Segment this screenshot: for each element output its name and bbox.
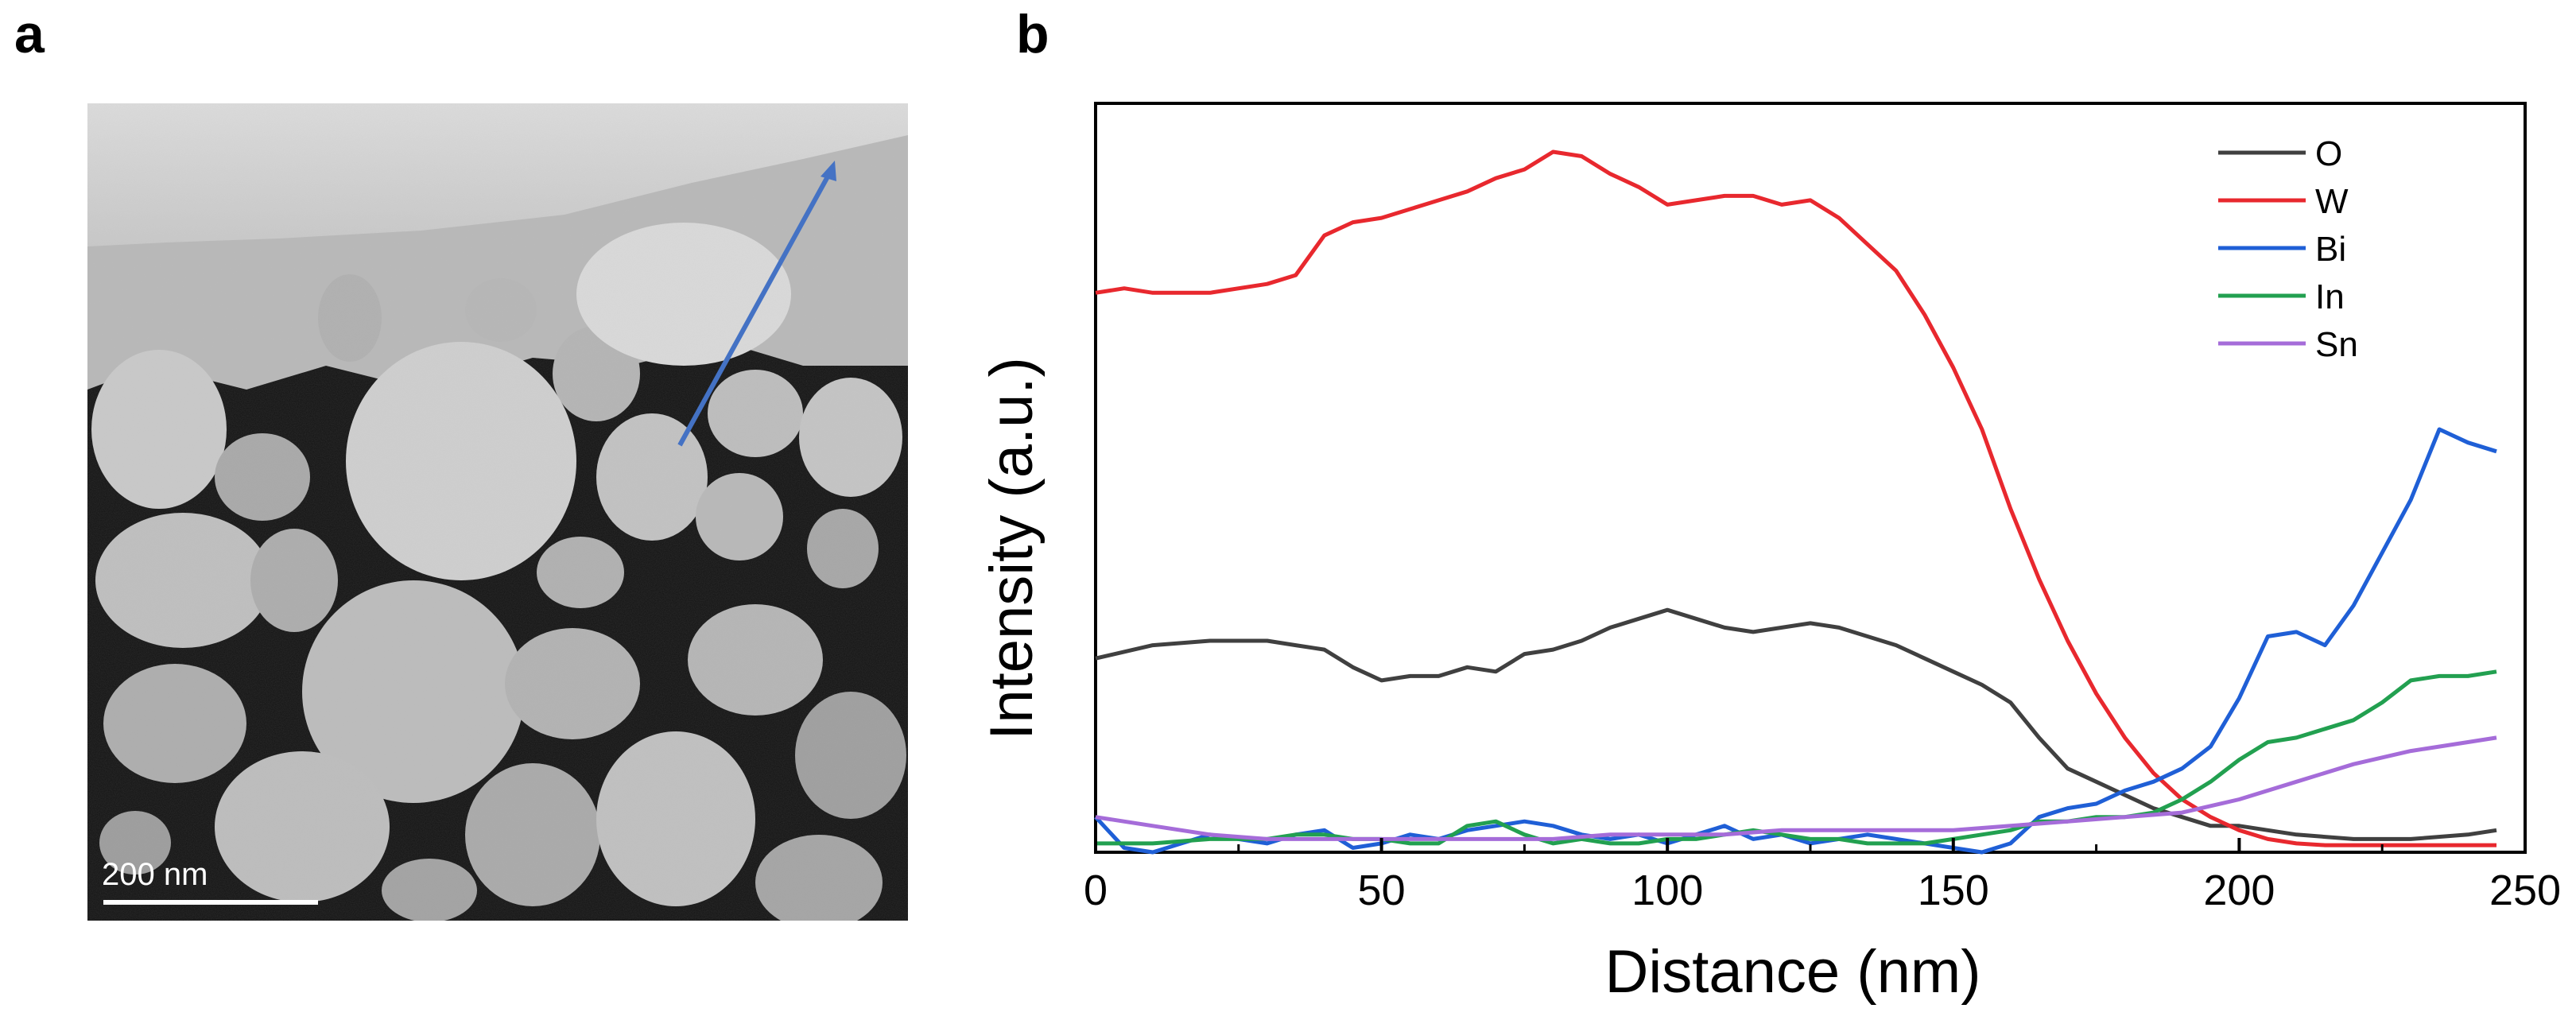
scale-bar [103, 900, 318, 905]
x-tick-label: 100 [1631, 867, 1703, 914]
legend-label-in: In [2315, 277, 2345, 316]
legend-label-w: W [2315, 182, 2349, 221]
series-line-sn [1095, 735, 2497, 841]
legend-label-sn: Sn [2315, 325, 2358, 364]
series-line-bi [1094, 427, 2497, 855]
plot-frame [1094, 102, 2527, 854]
linescan-arrowhead [821, 161, 836, 181]
x-tick-label: 50 [1358, 867, 1406, 914]
stem-micrograph [87, 103, 908, 921]
micrograph-image [87, 103, 908, 921]
series-line-w [1095, 149, 2496, 847]
panel-label-a: a [14, 4, 45, 64]
legend-label-bi: Bi [2315, 230, 2346, 269]
x-tick-label: 0 [1084, 867, 1108, 914]
x-axis-title: Distance (nm) [1605, 938, 1981, 1006]
legend-label-o: O [2315, 134, 2342, 173]
series-line-in [1096, 669, 2497, 846]
x-tick-label: 200 [2203, 867, 2275, 914]
linescan-arrow [677, 169, 833, 447]
x-tick-label: 150 [1918, 867, 1989, 914]
x-tick-label: 250 [2489, 867, 2561, 914]
series-line-o [1095, 607, 2497, 841]
panel-label-b: b [1016, 4, 1049, 64]
scale-bar-label: 200 nm [102, 857, 208, 892]
y-axis-title: Intensity (a.u.) [978, 357, 1046, 740]
